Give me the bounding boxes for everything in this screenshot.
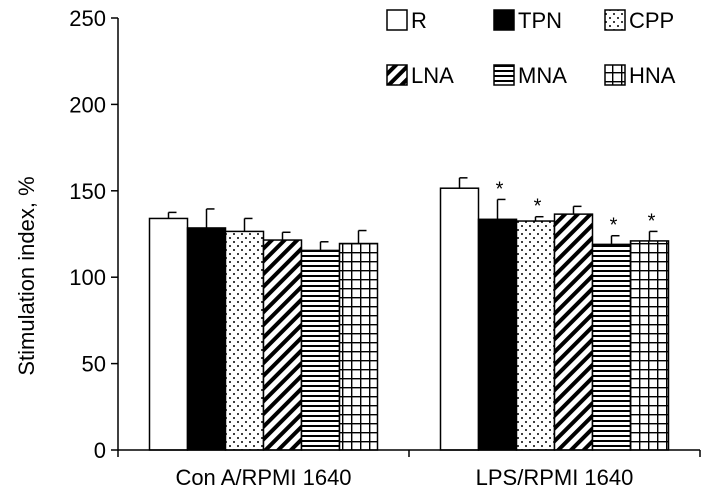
y-tick-label: 0: [94, 438, 106, 463]
legend-swatch-hna: [604, 64, 626, 86]
y-axis-title: Stimulation index, %: [14, 176, 39, 375]
y-tick-label: 100: [69, 265, 106, 290]
y-tick-label: 50: [82, 352, 106, 377]
bar-r: [439, 187, 480, 451]
legend-swatch-tpn: [493, 9, 515, 31]
bar-hna: [629, 240, 670, 451]
legend: R TPN CPP LNA MNA HNA: [386, 8, 676, 88]
y-tick-label: 150: [69, 179, 106, 204]
legend-swatch-cpp: [604, 9, 626, 31]
legend-label: LNA: [411, 63, 454, 88]
bar-lna: [262, 239, 303, 451]
legend-swatch-r: [386, 9, 408, 31]
legend-label: TPN: [518, 8, 562, 33]
bar-tpn: [477, 218, 518, 451]
bar-tpn: [186, 227, 227, 451]
legend-swatch-mna: [493, 64, 515, 86]
bar-cpp: [515, 220, 556, 451]
significance-marker: *: [534, 196, 542, 218]
legend-swatch-lna: [386, 64, 408, 86]
bar-hna: [338, 242, 379, 451]
bar-mna: [300, 249, 341, 451]
bar-r: [148, 217, 189, 451]
bar-lna: [553, 213, 594, 451]
legend-label: CPP: [629, 8, 674, 33]
legend-label: R: [411, 8, 427, 33]
legend-label: HNA: [629, 63, 676, 88]
y-tick-label: 250: [69, 6, 106, 31]
bar-cpp: [224, 230, 265, 451]
significance-marker: *: [610, 215, 618, 237]
legend-label: MNA: [518, 63, 567, 88]
bar-mna: [591, 243, 632, 451]
y-tick-label: 200: [69, 92, 106, 117]
y-axis: 0 50 100 150 200 250: [69, 6, 119, 463]
x-axis: Con A/RPMI 1640 LPS/RPMI 1640: [117, 449, 701, 490]
significance-marker: *: [496, 178, 504, 200]
x-tick-label: Con A/RPMI 1640: [175, 465, 351, 490]
plot-area: * * * *: [148, 177, 670, 451]
significance-marker: *: [648, 210, 656, 232]
x-tick-label: LPS/RPMI 1640: [476, 465, 634, 490]
